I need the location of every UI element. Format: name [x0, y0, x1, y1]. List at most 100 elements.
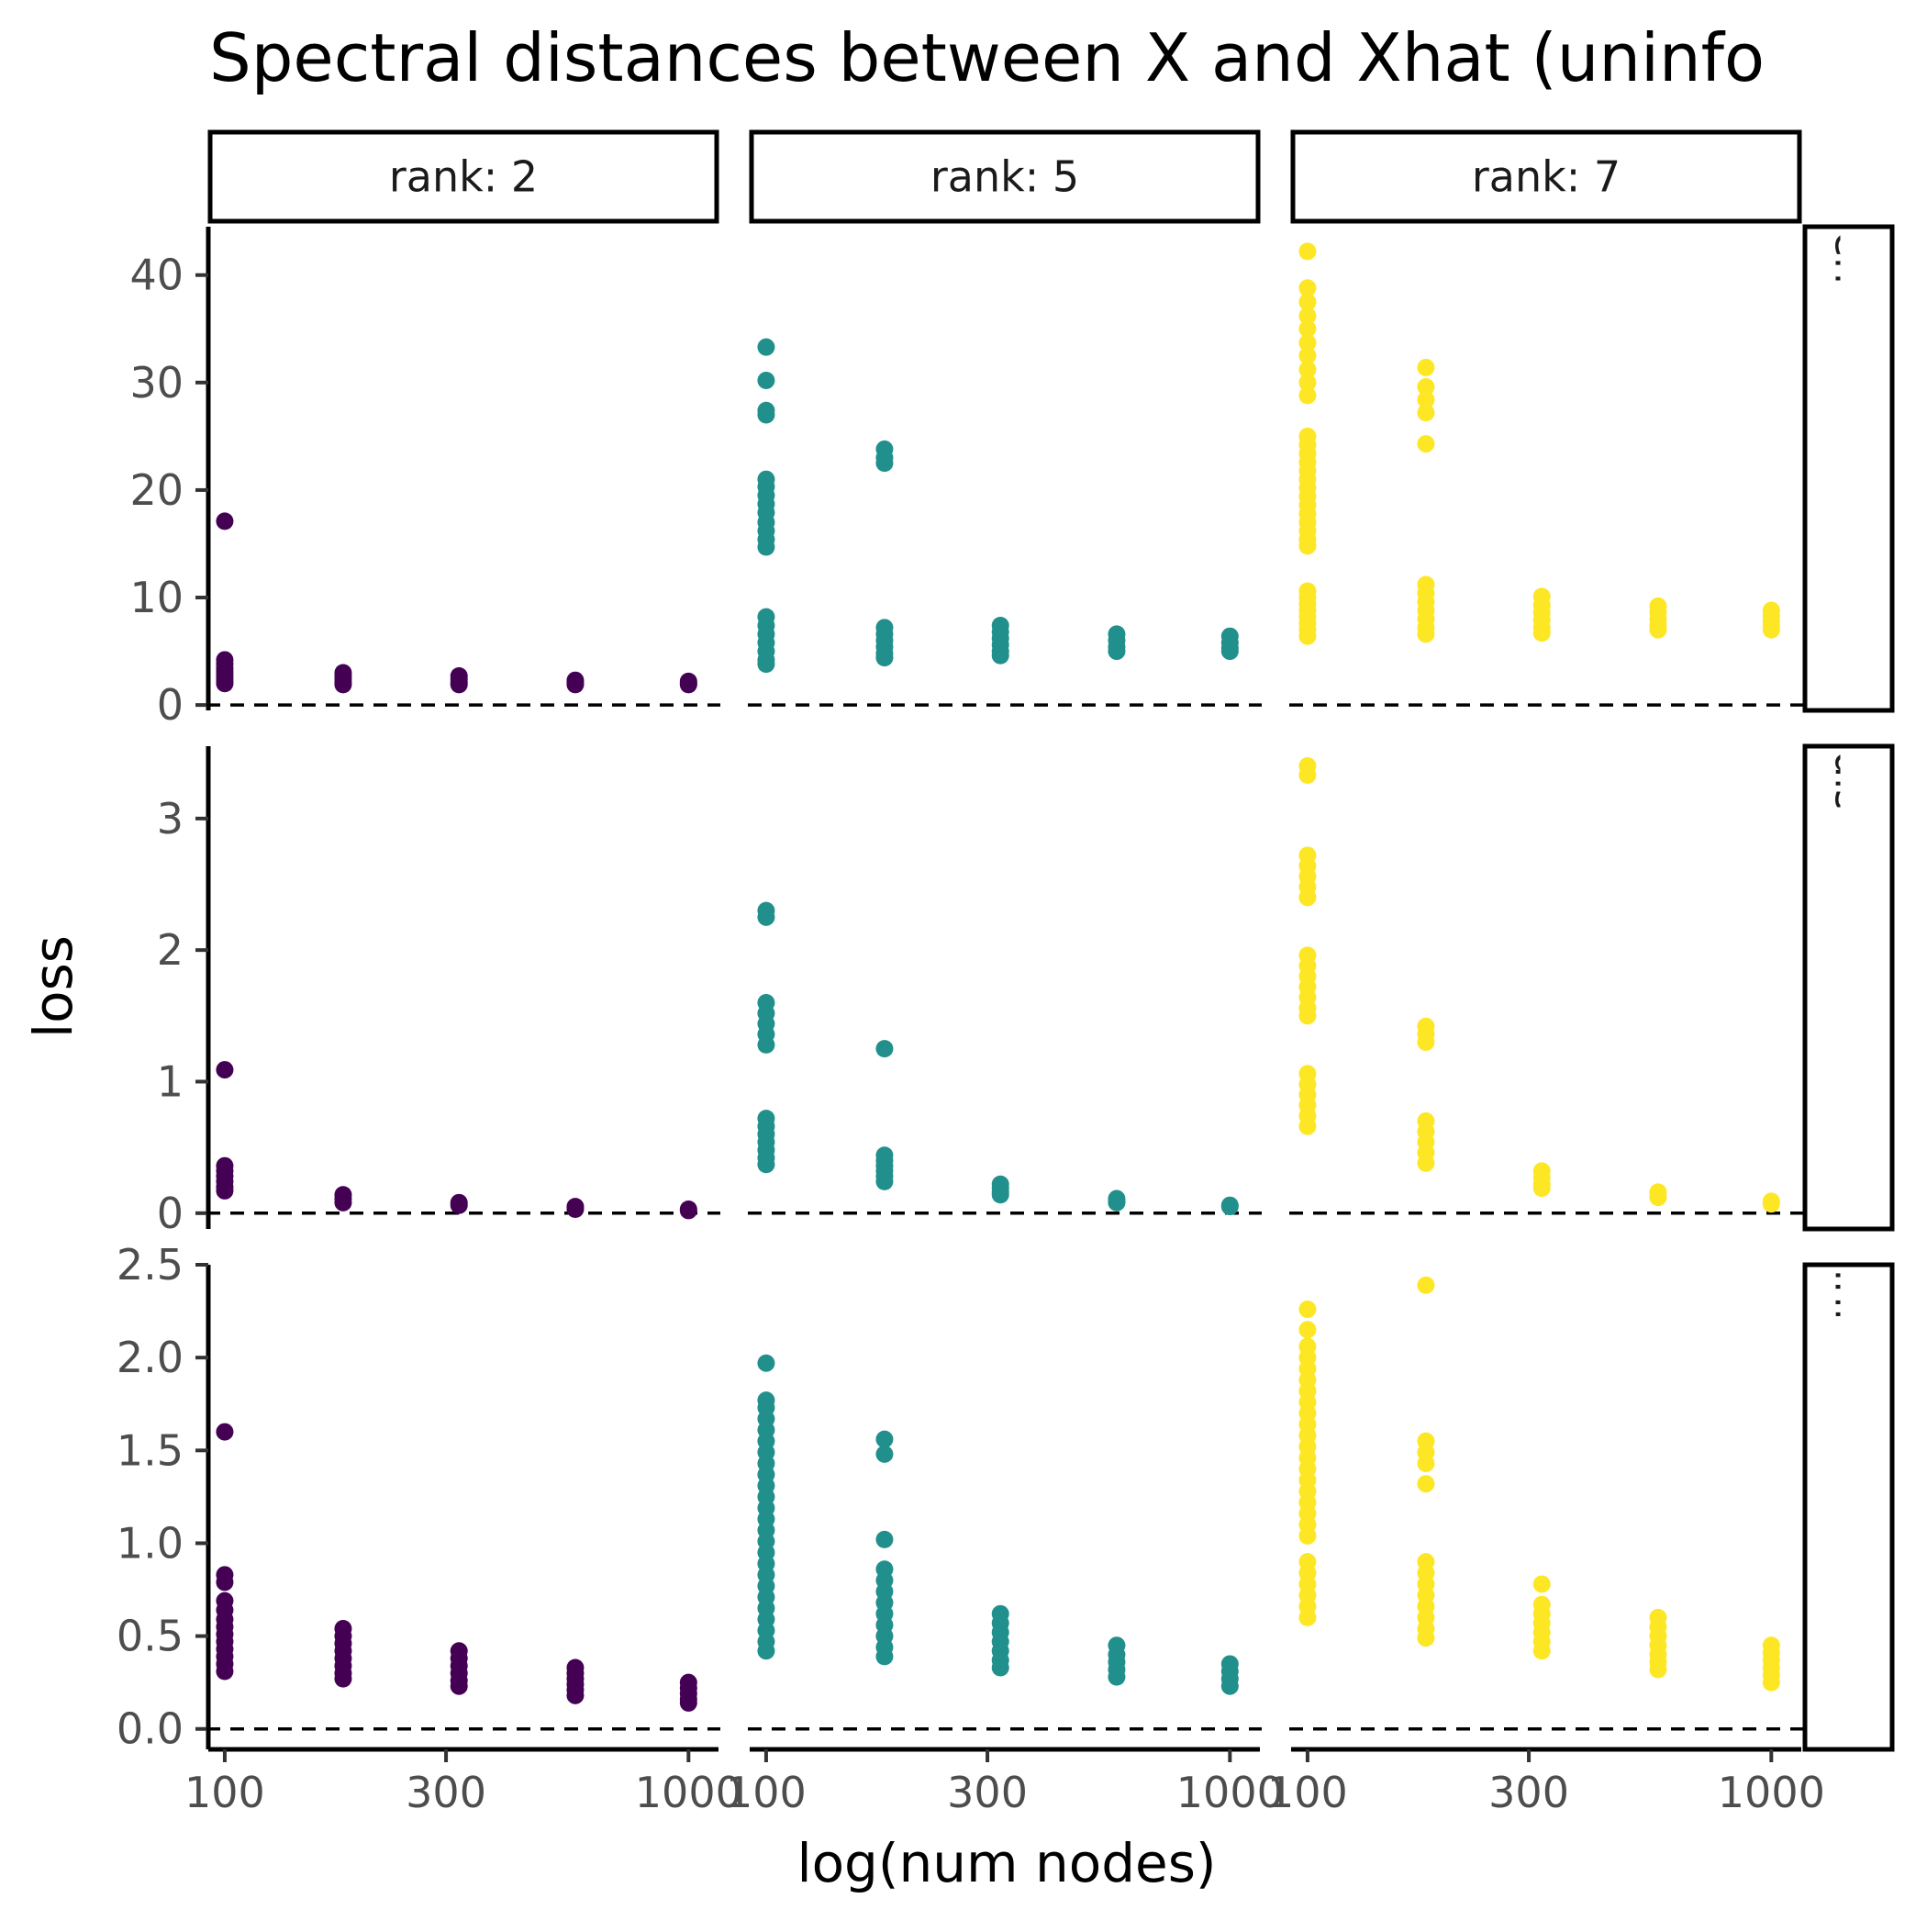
data-point-rank-2 [216, 1662, 234, 1681]
data-point-rank-7 [1417, 1154, 1435, 1172]
data-point-rank-7 [1417, 358, 1435, 376]
data-point-rank-5 [757, 655, 775, 674]
data-point-rank-2 [679, 1201, 697, 1220]
facet-strip-label: infinity norm of Xha [1826, 1269, 1876, 1687]
data-point-rank-7 [1417, 1454, 1435, 1472]
data-point-rank-7 [1298, 293, 1317, 311]
data-point-rank-5 [757, 406, 775, 424]
data-point-rank-7 [1298, 347, 1317, 365]
data-point-rank-7 [1298, 1321, 1317, 1339]
x-tick-label: 300 [406, 1768, 486, 1817]
data-point-rank-7 [1298, 361, 1317, 379]
y-tick-label: 0 [157, 1189, 184, 1238]
x-tick-label: 1000 [635, 1768, 742, 1817]
data-point-rank-7 [1649, 620, 1667, 639]
data-point-rank-7 [1298, 537, 1317, 555]
data-point-rank-7 [1298, 279, 1317, 297]
data-point-rank-7 [1649, 1189, 1667, 1207]
data-point-rank-5 [757, 338, 775, 356]
data-point-rank-2 [334, 1193, 352, 1212]
data-point-rank-5 [1108, 1668, 1126, 1686]
data-point-rank-7 [1417, 404, 1435, 422]
data-point-rank-7 [1298, 307, 1317, 325]
x-tick-label: 300 [947, 1768, 1028, 1817]
y-tick-label: 10 [129, 573, 184, 622]
facet-strip-col-1 [207, 129, 719, 224]
data-point-rank-5 [1108, 642, 1126, 661]
data-point-rank-5 [1220, 642, 1239, 661]
data-point-rank-2 [566, 1686, 585, 1704]
data-point-rank-7 [1298, 1117, 1317, 1135]
data-point-rank-5 [875, 1172, 894, 1190]
x-tick-label: 1000 [1176, 1768, 1284, 1817]
data-point-rank-5 [991, 646, 1009, 664]
data-point-rank-5 [875, 1445, 894, 1463]
data-point-rank-7 [1532, 624, 1551, 642]
chart-title: Spectral distances between X and Xhat (u… [209, 19, 1765, 96]
y-tick-label: 2.5 [117, 1240, 184, 1290]
data-point-rank-2 [450, 676, 468, 694]
data-point-rank-2 [334, 676, 352, 694]
data-point-rank-5 [875, 1530, 894, 1548]
x-axis-title: log(num nodes) [796, 1832, 1216, 1894]
data-point-rank-5 [757, 538, 775, 556]
data-point-rank-5 [875, 454, 894, 473]
data-point-rank-7 [1417, 1033, 1435, 1051]
data-point-rank-2 [216, 1061, 234, 1079]
data-point-rank-2 [216, 1573, 234, 1591]
data-point-rank-5 [757, 1642, 775, 1660]
data-point-rank-7 [1417, 1629, 1435, 1647]
data-point-rank-7 [1298, 1301, 1317, 1319]
data-point-rank-5 [1108, 1193, 1126, 1212]
data-point-rank-7 [1532, 1575, 1551, 1593]
x-tick-label: 1000 [1718, 1768, 1825, 1817]
data-point-rank-7 [1298, 374, 1317, 392]
data-point-rank-2 [450, 1677, 468, 1695]
y-tick-label: 40 [129, 251, 184, 300]
data-point-rank-7 [1298, 766, 1317, 785]
data-point-rank-7 [1417, 1276, 1435, 1294]
data-point-rank-7 [1417, 1475, 1435, 1493]
data-point-rank-7 [1298, 888, 1317, 907]
data-point-rank-5 [991, 1658, 1009, 1677]
data-point-rank-7 [1298, 1608, 1317, 1626]
facet-strip-col-2 [749, 129, 1261, 224]
facet-strip-label: enius norm of Xhat - [1826, 231, 1876, 663]
data-point-rank-5 [875, 649, 894, 667]
data-point-rank-7 [1649, 1660, 1667, 1679]
data-point-rank-5 [757, 1156, 775, 1174]
facet-strip-col-3 [1290, 129, 1802, 224]
x-tick-label: 100 [726, 1768, 807, 1817]
y-tick-label: 30 [129, 358, 184, 408]
data-point-rank-2 [566, 1201, 585, 1219]
data-point-rank-5 [875, 1647, 894, 1666]
data-point-rank-2 [679, 676, 697, 694]
y-tick-label: 20 [129, 465, 184, 515]
data-point-rank-5 [1220, 1677, 1239, 1695]
data-point-rank-5 [757, 1035, 775, 1054]
data-point-rank-7 [1298, 386, 1317, 405]
data-point-rank-5 [757, 1354, 775, 1372]
data-point-rank-2 [216, 675, 234, 693]
y-tick-label: 0.0 [117, 1704, 184, 1754]
data-point-rank-7 [1532, 1642, 1551, 1660]
data-point-rank-7 [1532, 1179, 1551, 1198]
facet-strip-label: rank: 7 [1472, 152, 1621, 202]
data-point-rank-5 [875, 1430, 894, 1448]
facet-strip-row-3 [1802, 1262, 1895, 1752]
data-point-rank-2 [216, 512, 234, 530]
data-point-rank-5 [875, 1040, 894, 1058]
y-tick-label: 1.5 [117, 1425, 184, 1475]
data-point-rank-2 [334, 1670, 352, 1688]
data-point-rank-2 [450, 1196, 468, 1214]
data-point-rank-7 [1298, 1007, 1317, 1025]
y-tick-label: 3 [157, 794, 184, 843]
data-point-rank-7 [1298, 333, 1317, 352]
y-axis-title: loss [22, 935, 84, 1038]
facet-strip-row-1 [1802, 224, 1895, 713]
data-point-rank-7 [1298, 242, 1317, 261]
data-point-rank-7 [1417, 625, 1435, 643]
data-point-rank-7 [1762, 1673, 1780, 1692]
